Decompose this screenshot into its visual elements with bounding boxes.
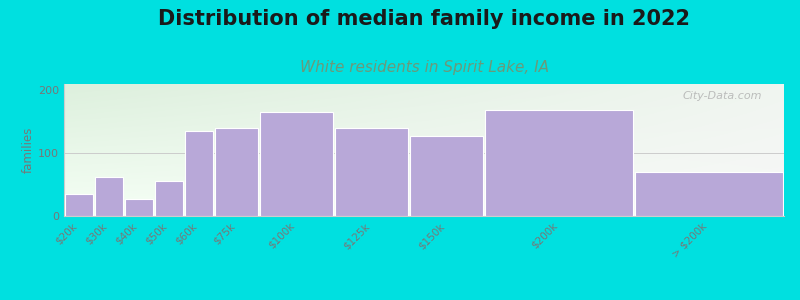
Bar <box>335 128 408 216</box>
Bar <box>260 112 333 216</box>
Bar <box>635 172 782 216</box>
Y-axis label: families: families <box>22 127 35 173</box>
Text: White residents in Spirit Lake, IA: White residents in Spirit Lake, IA <box>299 60 549 75</box>
Bar <box>155 182 182 216</box>
Text: Distribution of median family income in 2022: Distribution of median family income in … <box>158 9 690 29</box>
Bar <box>485 110 633 216</box>
Bar <box>185 131 213 216</box>
Bar <box>215 128 258 216</box>
Text: City-Data.com: City-Data.com <box>683 91 762 100</box>
Bar <box>125 199 153 216</box>
Bar <box>410 136 482 216</box>
Bar <box>95 177 123 216</box>
Bar <box>66 194 93 216</box>
